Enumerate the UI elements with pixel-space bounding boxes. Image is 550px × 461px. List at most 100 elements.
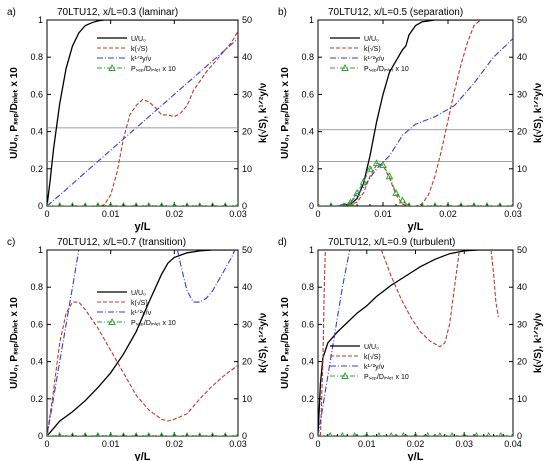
x-tick-label: 0.02 [166, 209, 184, 219]
data-point-triangle [57, 432, 62, 436]
series-line-k [490, 250, 499, 318]
data-point-triangle [401, 432, 406, 436]
x-axis-label: y/L [135, 451, 151, 461]
x-tick-label: 0.01 [102, 439, 120, 449]
y-left-tick-label: 0 [309, 201, 314, 211]
y-right-tick-label: 30 [517, 89, 527, 99]
data-point-triangle [133, 202, 139, 206]
panel-label: d) [278, 237, 287, 248]
x-tick-label: 0.01 [374, 209, 392, 219]
data-point-triangle [95, 202, 101, 206]
chart-panel-1: 0 0.01 0.02 0.0300.20.40.60.8101020304050a)… [7, 7, 269, 233]
legend-entry: k¹ᐟ²y/ν [131, 310, 152, 317]
y-right-tick-label: 10 [517, 394, 527, 404]
y-left-tick-label: 0.2 [301, 164, 314, 174]
series-line-klen [318, 38, 513, 206]
x-tick-label: 0.03 [229, 209, 247, 219]
data-point-triangle [172, 432, 177, 436]
y-left-axis-label: U/U₀, Pₛₑₚ/Dᵢₙₗₑₜ x 10 [9, 297, 20, 389]
data-point-triangle [223, 432, 228, 436]
data-point-triangle [47, 202, 50, 206]
y-right-tick-label: 0 [517, 201, 522, 211]
y-right-tick-label: 50 [242, 15, 252, 25]
x-tick-label: 0.03 [504, 209, 522, 219]
series-line-u [47, 20, 238, 206]
legend-entry: k¹ᐟ²y/ν [364, 364, 385, 371]
x-tick-label: 0.03 [229, 439, 247, 449]
data-point-triangle [146, 202, 152, 206]
chart-panel-3: 0 0.01 0.02 0.0300.20.40.60.8101020304050c)… [7, 237, 269, 461]
x-tick-label: 0 [44, 439, 49, 449]
data-point-triangle [497, 202, 503, 206]
y-left-tick-label: 0.6 [301, 319, 314, 329]
y-left-tick-label: 0.8 [301, 282, 314, 292]
y-right-tick-label: 50 [517, 15, 527, 25]
data-point-triangle [172, 202, 177, 206]
y-right-tick-label: 20 [242, 357, 252, 367]
x-tick-label: 0 [315, 209, 320, 219]
data-point-triangle [498, 432, 503, 436]
y-left-tick-label: 1 [309, 15, 314, 25]
y-right-axis-label: k(√S), k¹ᐟ²y/ν [533, 82, 544, 143]
data-point-triangle [432, 202, 438, 206]
y-left-tick-label: 0.2 [30, 394, 43, 404]
legend-entry: k(√S) [131, 45, 148, 53]
data-point-triangle [388, 432, 394, 436]
y-left-tick-label: 0 [38, 431, 43, 441]
y-right-axis-label: k(√S), k¹ᐟ²y/ν [258, 82, 269, 143]
chart-title: 70LTU12, x/L=0.7 (transition) [57, 237, 186, 248]
chart-title: 70LTU12, x/L=0.5 (separation) [328, 7, 463, 18]
legend-entry: k¹ᐟ²y/ν [131, 56, 152, 63]
legend-entry: k(√S) [364, 353, 381, 361]
data-point-triangle [510, 202, 513, 206]
legend: U/U₀ k(√S) k¹ᐟ²y/ν Pₛₑₚ/Dᵢₙₗₑₜ x 10 [97, 36, 176, 73]
data-point-triangle [474, 432, 479, 436]
series-line-u [318, 250, 513, 436]
series-group [318, 20, 513, 206]
data-point-triangle [108, 202, 113, 206]
data-point-triangle [406, 202, 412, 206]
y-left-tick-label: 0.6 [301, 89, 314, 99]
series-line-klen [47, 250, 80, 436]
data-point-triangle [366, 164, 374, 172]
y-left-tick-label: 0 [38, 201, 43, 211]
data-point-triangle [83, 432, 88, 436]
x-tick-label: 0.01 [102, 209, 120, 219]
x-tick-label: 0.02 [166, 439, 184, 449]
y-left-tick-label: 0.8 [30, 282, 43, 292]
y-right-tick-label: 0 [242, 431, 247, 441]
data-point-triangle [70, 202, 75, 206]
data-point-triangle [445, 202, 451, 206]
data-point-triangle [235, 202, 238, 206]
data-point-triangle [413, 432, 418, 436]
data-point-triangle [197, 432, 202, 436]
y-right-tick-label: 40 [242, 282, 252, 292]
data-point-triangle [108, 432, 113, 436]
x-tick-label: 0 [44, 209, 49, 219]
legend-entry: k(√S) [364, 45, 381, 53]
legend-entry: U/U₀ [364, 344, 379, 351]
y-right-tick-label: 30 [242, 319, 252, 329]
y-left-tick-label: 0.6 [30, 319, 43, 329]
data-point-triangle [197, 202, 202, 206]
x-axis-label: y/L [135, 221, 151, 233]
data-point-triangle [47, 432, 50, 436]
data-point-triangle [318, 202, 321, 206]
legend-marker-triangle [108, 64, 116, 71]
data-point-triangle [223, 202, 228, 206]
chart-panel-4: 0 0.01 0.02 0.03 0.0400.20.40.60.81010203040… [278, 237, 544, 461]
data-point-triangle [83, 202, 88, 206]
series-line-k [380, 250, 460, 348]
y-left-tick-label: 1 [38, 245, 43, 255]
series-line-psep [318, 162, 513, 206]
y-right-axis-label: k(√S), k¹ᐟ²y/ν [533, 312, 544, 373]
legend-entry: k(√S) [131, 299, 148, 307]
y-left-tick-label: 1 [38, 15, 43, 25]
series-line-u [47, 250, 238, 436]
data-point-triangle [372, 159, 381, 167]
data-point-triangle [352, 432, 357, 436]
data-point-triangle [210, 432, 215, 436]
x-tick-label: 0.02 [439, 209, 457, 219]
data-point-triangle [235, 432, 238, 436]
y-right-tick-label: 0 [517, 431, 522, 441]
